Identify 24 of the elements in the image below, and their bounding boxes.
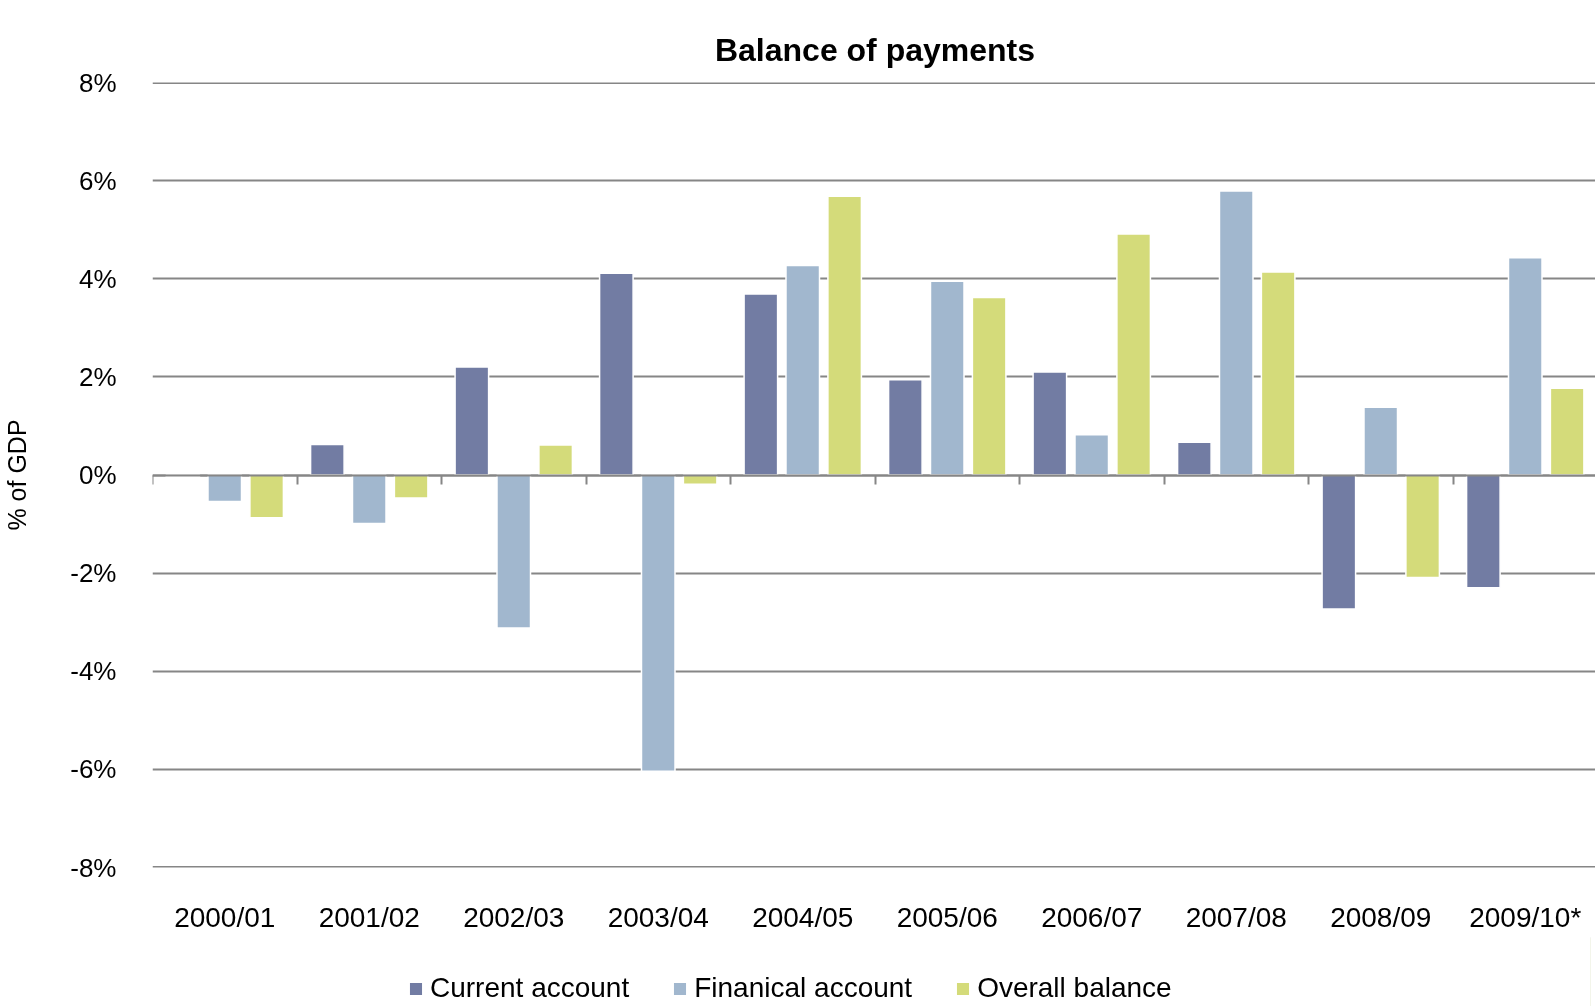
x-tick-label: 2003/04 [607,901,709,933]
y-tick-label: 4% [78,263,117,294]
y-tick-label: 6% [78,165,117,196]
legend-label: Overall balance [977,972,1172,1004]
x-tick-label: 2006/07 [1041,901,1143,933]
x-tick-label: 2004/05 [752,901,854,933]
y-tick-label: -6% [70,754,117,785]
y-tick-label: 8% [78,67,117,98]
y-axis-title: % of GDP [3,419,32,531]
y-tick-label: -8% [70,852,117,883]
y-tick-label: -2% [70,558,117,589]
legend-label: Finanical account [694,972,913,1004]
x-tick-label: 2002/03 [463,901,565,933]
legend-label: Current account [430,972,630,1004]
x-tick-label: 2007/08 [1185,901,1287,933]
x-tick-label: 2001/02 [318,901,420,933]
y-tick-label: 0% [78,460,117,490]
chart-title: Balance of payments [714,31,1036,68]
x-tick-label: 2008/09 [1330,901,1432,933]
y-tick-label: 2% [78,361,117,392]
x-tick-label: 2000/01 [174,901,276,933]
x-tick-label: 2005/06 [896,901,998,933]
y-tick-label: -4% [70,656,117,687]
x-tick-label: 2009/10* [1469,901,1582,933]
